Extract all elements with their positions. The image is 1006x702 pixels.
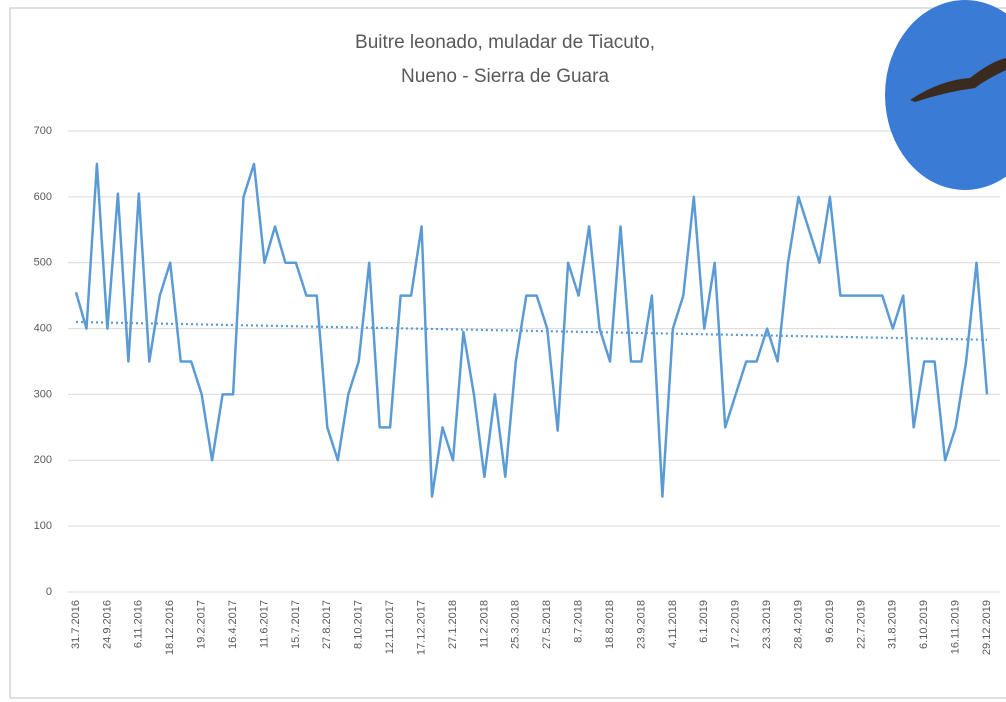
- chart-title: Nueno - Sierra de Guara: [401, 66, 609, 87]
- y-tick-label: 500: [34, 257, 52, 269]
- vulture-photo: [885, 0, 1006, 190]
- x-tick-label: 6.11.2016: [133, 600, 145, 648]
- x-tick-label: 19.2.2017: [196, 600, 208, 649]
- x-tick-label: 27.5.2018: [541, 600, 553, 649]
- x-tick-label: 16.11.2019: [949, 600, 961, 654]
- y-tick-label: 200: [34, 454, 52, 466]
- x-tick-label: 23.9.2018: [635, 600, 647, 649]
- x-tick-label: 27.8.2017: [321, 600, 333, 649]
- x-tick-label: 4.11.2018: [667, 600, 679, 648]
- y-tick-label: 400: [34, 322, 52, 334]
- x-tick-label: 6.1.2019: [698, 600, 710, 643]
- x-tick-label: 18.8.2018: [604, 600, 616, 649]
- x-tick-label: 11.2.2018: [478, 600, 490, 648]
- x-tick-label: 11.6.2017: [258, 600, 270, 648]
- y-tick-label: 300: [34, 388, 52, 400]
- x-tick-label: 18.12.2016: [164, 600, 176, 655]
- x-tick-label: 24.9.2016: [101, 600, 113, 649]
- y-tick-label: 700: [34, 125, 52, 137]
- y-tick-label: 600: [34, 191, 52, 203]
- x-tick-label: 15.7.2017: [290, 600, 302, 649]
- x-tick-label: 31.7.2016: [70, 600, 82, 649]
- chart-frame: [9, 7, 1006, 699]
- x-tick-label: 17.2.2019: [730, 600, 742, 649]
- x-tick-label: 27.1.2018: [447, 600, 459, 649]
- x-tick-label: 17.12.2017: [415, 600, 427, 655]
- x-tick-label: 16.4.2017: [227, 600, 239, 649]
- x-tick-label: 12.11.2017: [384, 600, 396, 654]
- data-line: [74, 162, 989, 498]
- y-tick-label: 0: [46, 586, 52, 598]
- x-tick-label: 31.8.2019: [887, 600, 899, 649]
- y-tick-label: 100: [34, 520, 52, 532]
- x-tick-label: 9.6.2019: [824, 600, 836, 643]
- x-tick-label: 23.3.2019: [761, 600, 773, 649]
- x-tick-label: 22.7.2019: [855, 600, 867, 649]
- x-tick-label: 8.7.2018: [573, 600, 585, 643]
- x-tick-label: 28.4.2019: [792, 600, 804, 649]
- x-tick-label: 25.3.2018: [510, 600, 522, 649]
- trendline: [75, 320, 988, 341]
- chart-title: Buitre leonado, muladar de Tiacuto,: [355, 32, 655, 53]
- x-tick-label: 6.10.2019: [918, 600, 930, 649]
- x-tick-label: 8.10.2017: [353, 600, 365, 649]
- x-tick-label: 29.12.2019: [981, 600, 993, 655]
